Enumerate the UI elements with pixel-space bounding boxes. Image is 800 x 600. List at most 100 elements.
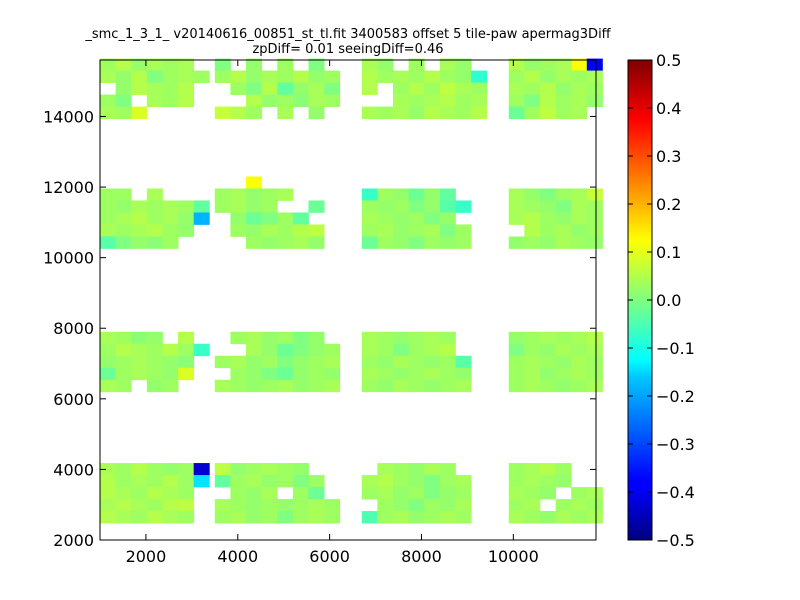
heatmap-cell (377, 367, 394, 381)
heatmap-cell (277, 94, 294, 107)
heatmap-cell (571, 106, 588, 119)
heatmap-cell (571, 82, 588, 95)
heatmap-cell (162, 367, 179, 381)
heatmap-cell (408, 367, 425, 381)
y-tick-label: 14000 (43, 107, 94, 126)
heatmap-cell (261, 200, 278, 213)
heatmap-cell (230, 355, 247, 369)
heatmap-cell (377, 487, 394, 500)
heatmap-cell (115, 379, 132, 393)
heatmap-cell (324, 355, 341, 369)
heatmap-cell (555, 70, 572, 83)
heatmap-cell (100, 463, 117, 476)
heatmap-cell (539, 224, 556, 237)
heatmap-cell (115, 212, 132, 225)
heatmap-cell (455, 379, 472, 393)
heatmap-cell (230, 463, 247, 476)
heatmap-cell (146, 343, 163, 357)
heatmap-cell (277, 475, 294, 488)
heatmap-cell (524, 475, 541, 488)
heatmap-cell (524, 212, 541, 225)
heatmap-cell (393, 70, 410, 83)
heatmap-cell (292, 379, 309, 393)
heatmap-cell (524, 463, 541, 476)
heatmap-cell (555, 82, 572, 95)
heatmap-cell (178, 463, 195, 476)
heatmap-cell (292, 94, 309, 107)
heatmap-cell (115, 355, 132, 369)
heatmap-cell (308, 70, 325, 83)
heatmap-cell (100, 499, 117, 512)
heatmap-cell (115, 82, 132, 95)
heatmap-cell (555, 355, 572, 369)
heatmap-cell (586, 188, 603, 201)
heatmap-cell (571, 188, 588, 201)
heatmap-cell (146, 511, 163, 524)
heatmap-cell (393, 463, 410, 476)
heatmap-cell (455, 82, 472, 95)
heatmap-cell (377, 343, 394, 357)
heatmap-cell (424, 94, 441, 107)
heatmap-cell (261, 379, 278, 393)
heatmap-cell (277, 463, 294, 476)
heatmap-cell (230, 224, 247, 237)
heatmap-cell (539, 511, 556, 524)
heatmap-cell (131, 463, 148, 476)
heatmap-cell (377, 475, 394, 488)
y-tick-label: 4000 (53, 460, 94, 479)
heatmap-cell (246, 355, 263, 369)
heatmap-cell (261, 212, 278, 225)
heatmap-cell (261, 487, 278, 500)
heatmap-cell (555, 58, 572, 71)
heatmap-cell (455, 487, 472, 500)
heatmap-cell (131, 487, 148, 500)
heatmap-cell (230, 212, 247, 225)
heatmap-cell (439, 367, 456, 381)
heatmap-cell (377, 70, 394, 83)
heatmap-cell (586, 58, 603, 71)
heatmap-cell (539, 379, 556, 393)
heatmap-cell (324, 379, 341, 393)
heatmap-cell (571, 236, 588, 249)
heatmap-cell (439, 379, 456, 393)
heatmap-cell (214, 379, 231, 393)
heatmap-cell (393, 200, 410, 213)
heatmap-cell (424, 367, 441, 381)
x-tick-label: 4000 (217, 547, 258, 566)
heatmap-cell (292, 224, 309, 237)
heatmap-cell (471, 106, 488, 119)
heatmap-cell (424, 70, 441, 83)
heatmap-cell (277, 188, 294, 201)
heatmap-cell (555, 499, 572, 512)
heatmap-cell (146, 367, 163, 381)
heatmap-cell (361, 475, 378, 488)
heatmap-cell (571, 70, 588, 83)
heatmap-cell (292, 367, 309, 381)
heatmap-cell (178, 475, 195, 488)
heatmap-cell (178, 212, 195, 225)
heatmap-cell (246, 463, 263, 476)
heatmap-cell (439, 200, 456, 213)
heatmap-cell (324, 94, 341, 107)
heatmap-cell (246, 475, 263, 488)
colorbar-tick-label: −0.1 (656, 339, 695, 358)
heatmap-cell (230, 511, 247, 524)
heatmap-cell (439, 106, 456, 119)
heatmap-cell (131, 343, 148, 357)
heatmap-cell (246, 212, 263, 225)
heatmap-cell (261, 224, 278, 237)
heatmap-cell (455, 94, 472, 107)
heatmap-cell (455, 58, 472, 71)
heatmap-cell (100, 367, 117, 381)
heatmap-cell (408, 475, 425, 488)
heatmap-cell (555, 331, 572, 345)
heatmap-cell (292, 463, 309, 476)
colorbar-tick-label: 0.2 (656, 195, 681, 214)
heatmap-cell (508, 379, 525, 393)
heatmap-cell (539, 236, 556, 249)
heatmap-cell (555, 200, 572, 213)
heatmap-cell (524, 487, 541, 500)
heatmap-cell (555, 367, 572, 381)
heatmap-cell (230, 367, 247, 381)
heatmap-cell (261, 94, 278, 107)
